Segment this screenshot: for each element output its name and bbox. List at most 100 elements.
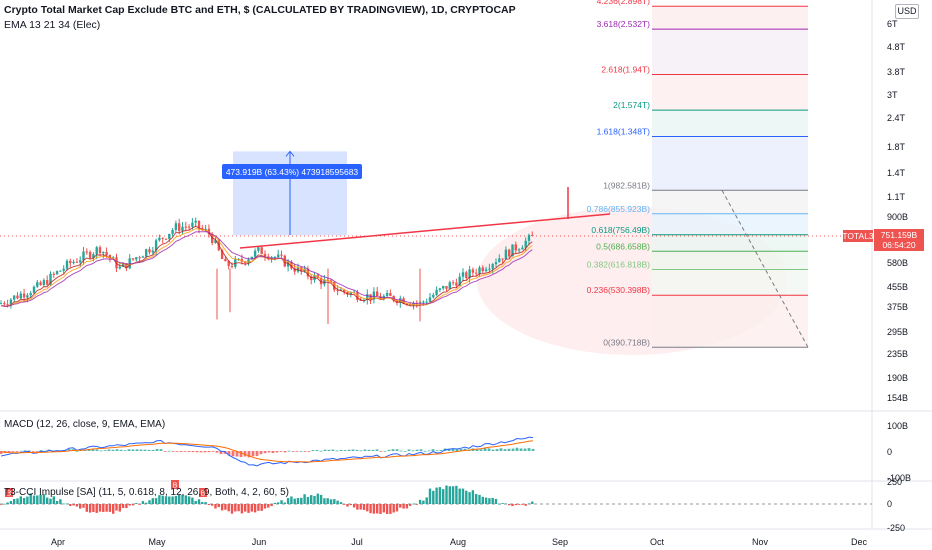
candle-body: [224, 258, 227, 262]
cci-bar: [296, 498, 300, 504]
candle-body: [16, 295, 19, 299]
cci-bar: [131, 504, 135, 506]
cci-bar: [69, 504, 72, 507]
candle-body: [187, 226, 191, 228]
macd-signal-line: [0, 440, 534, 463]
cci-bar: [85, 504, 88, 512]
cci-bar: [508, 504, 511, 506]
candle-body: [511, 244, 514, 257]
candle-body: [62, 268, 65, 271]
cci-bar: [382, 504, 385, 513]
x-tick-label: Jul: [351, 537, 363, 547]
macd-bar: [187, 451, 191, 452]
candle-body: [46, 280, 49, 285]
candle-body: [6, 304, 9, 306]
cci-bar: [290, 496, 293, 504]
x-tick-label: May: [148, 537, 166, 547]
y-tick-label: 580B: [887, 258, 908, 268]
macd-bar: [99, 450, 103, 452]
candle-body: [306, 268, 310, 277]
macd-bar: [347, 449, 351, 451]
macd-bar: [299, 450, 303, 452]
macd-bar: [259, 451, 263, 455]
fib-level-label: 0(390.718B): [603, 337, 650, 347]
cci-bar: [418, 499, 422, 504]
candle-body: [438, 288, 442, 290]
cci-bar: [9, 501, 13, 504]
macd-bar: [263, 451, 267, 454]
cci-bar: [376, 504, 379, 514]
candle-body: [277, 254, 280, 258]
candle-body: [227, 261, 230, 267]
cci-bar: [409, 504, 412, 506]
cci-bar: [224, 504, 227, 510]
y-tick-label: 375B: [887, 302, 908, 312]
candle-body: [102, 251, 105, 254]
candle-body: [214, 240, 217, 243]
cci-bar: [184, 495, 187, 504]
candle-body: [531, 235, 534, 237]
fib-zone: [652, 136, 808, 191]
cci-bar: [316, 493, 319, 504]
cci-bar: [524, 504, 527, 506]
macd-bar: [503, 449, 507, 451]
cci-bar: [527, 503, 531, 505]
candle-body: [366, 294, 369, 300]
t3cci-label[interactable]: T3-CCI Impulse [SA] (11, 5, 0.618, 8, 12…: [4, 487, 289, 498]
candle-body: [498, 258, 501, 263]
cci-bar: [187, 496, 191, 504]
macd-bar: [399, 450, 403, 452]
candle-body: [445, 286, 448, 289]
cci-bar: [72, 504, 75, 506]
y-tick-label: 900B: [887, 212, 908, 222]
cci-bar: [118, 504, 121, 512]
macd-bar: [275, 451, 279, 453]
cci-bar: [164, 496, 168, 504]
currency-badge[interactable]: USD: [895, 4, 919, 19]
macd-bar: [147, 449, 151, 451]
cci-bar: [154, 498, 158, 504]
cci-bar: [92, 504, 95, 512]
cci-bar: [428, 488, 432, 504]
cci-bar: [6, 502, 9, 504]
cci-bar: [422, 500, 425, 504]
macd-bar: [439, 450, 443, 451]
cci-bar: [273, 502, 277, 504]
cci-bar: [379, 504, 382, 514]
macd-bar: [287, 450, 291, 452]
macd-bar: [227, 451, 231, 456]
candle-body: [197, 220, 201, 229]
macd-bar: [519, 448, 523, 451]
candle-body: [42, 280, 46, 286]
candle-body: [79, 260, 82, 263]
indicator-legend[interactable]: EMA 13 21 34 (Elec): [4, 19, 101, 31]
candle-body: [55, 271, 59, 275]
macd-bar: [407, 449, 411, 451]
candle-body: [141, 256, 145, 258]
candle-body: [194, 220, 197, 223]
macd-bar: [335, 450, 339, 452]
candle-body: [260, 247, 263, 255]
cci-bar: [234, 504, 237, 512]
candle-body: [59, 270, 62, 272]
candle-body: [9, 299, 13, 305]
candle-body: [333, 281, 336, 291]
macd-y-tick: 100B: [887, 421, 908, 431]
cci-bar: [372, 504, 376, 514]
cci-bar: [145, 502, 148, 504]
cci-bar: [13, 498, 16, 504]
macd-bar: [7, 451, 11, 453]
fib-zone: [652, 295, 808, 348]
macd-bar: [183, 451, 187, 452]
cci-bar: [138, 504, 141, 505]
candle-body: [412, 302, 415, 306]
macd-bar: [171, 451, 175, 452]
macd-bar: [447, 448, 451, 451]
candle-body: [201, 228, 204, 230]
macd-label[interactable]: MACD (12, 26, close, 9, EMA, EMA): [4, 419, 166, 430]
fib-level-label: 0.236(530.398B): [587, 285, 650, 295]
cci-bar: [531, 501, 534, 504]
macd-bar: [19, 450, 23, 452]
fib-zone: [652, 74, 808, 111]
